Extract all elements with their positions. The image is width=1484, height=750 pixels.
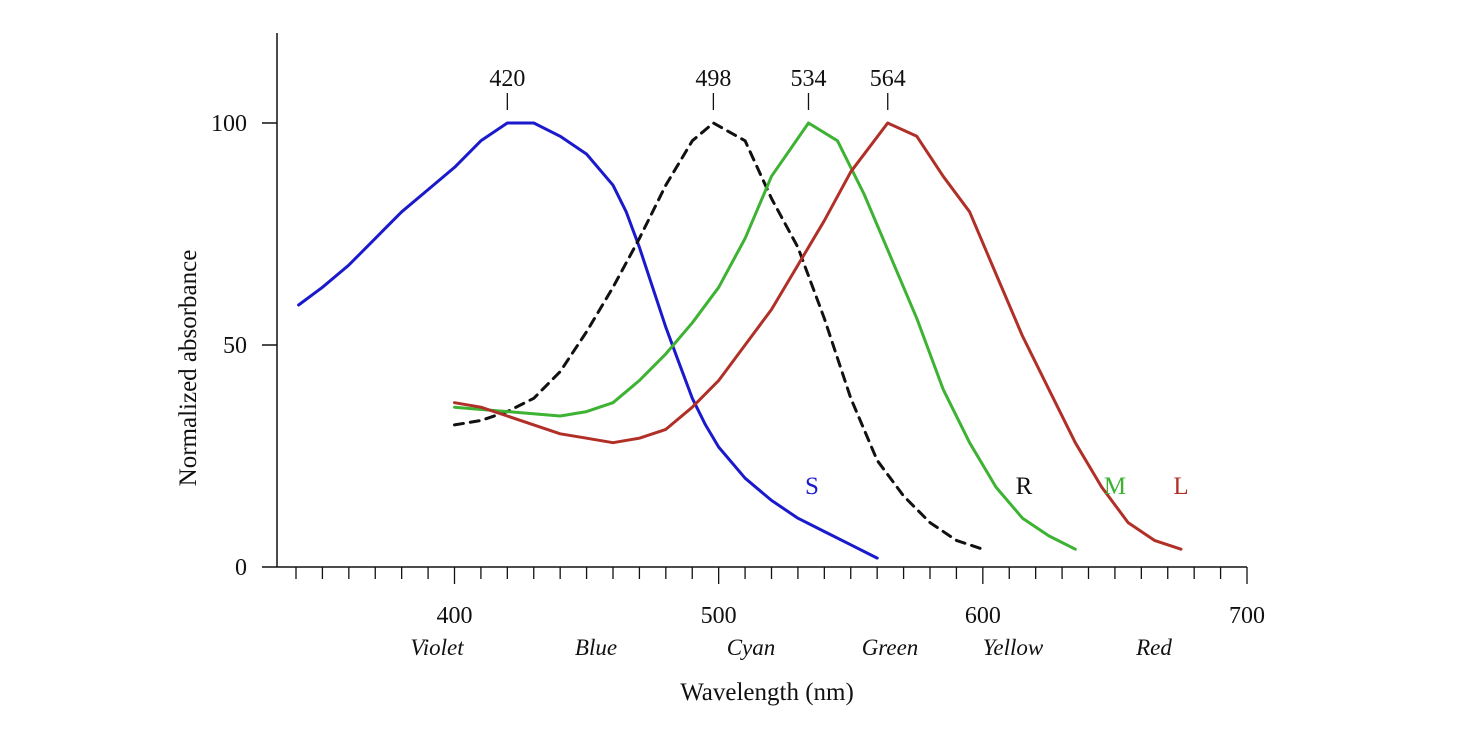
series-R-curve (453, 121, 985, 551)
axes: 0 50 100 400 500 600 700 (211, 33, 1265, 629)
series-label-M: M (1104, 473, 1126, 500)
peak-label: 534 (790, 66, 826, 92)
peak-label: 564 (870, 66, 906, 92)
series-label-R: R (1016, 473, 1033, 500)
series-L-curve (453, 121, 1183, 551)
color-band-label: Red (1135, 635, 1172, 660)
x-tick-label: 500 (701, 603, 737, 629)
peak-label: 498 (695, 66, 731, 92)
color-band-label: Cyan (727, 635, 776, 660)
peak-label: 420 (489, 66, 525, 92)
y-axis-title: Normalized absorbance (175, 250, 202, 487)
series-M-curve (453, 121, 1077, 551)
y-tick-label: 100 (211, 111, 247, 137)
series-S-curve (297, 121, 879, 560)
series-label-S: S (805, 473, 819, 500)
x-axis-title: Wavelength (nm) (680, 679, 854, 706)
color-band-label: Yellow (983, 635, 1044, 660)
color-band-label: Blue (575, 635, 617, 660)
labels: Violet Blue Cyan Green Yellow Red 420 498 534 564… (410, 66, 1188, 660)
x-tick-label: 700 (1229, 603, 1265, 629)
series-label-L: L (1173, 473, 1188, 500)
y-tick-label: 0 (235, 555, 247, 581)
color-band-label: Violet (410, 635, 464, 660)
color-band-label: Green (862, 635, 919, 660)
x-tick-label: 600 (965, 603, 1001, 629)
x-tick-label: 400 (437, 603, 473, 629)
y-tick-label: 50 (223, 333, 247, 359)
curves (297, 121, 1183, 560)
